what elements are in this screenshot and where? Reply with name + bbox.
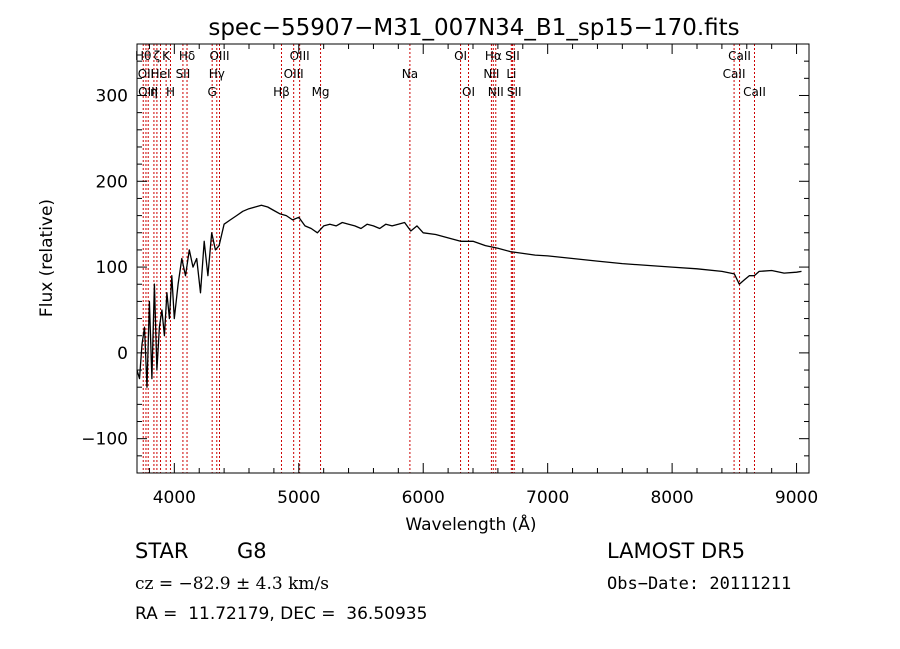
line-label-16: Mg bbox=[312, 85, 330, 99]
line-label-8: SII bbox=[176, 67, 191, 81]
line-label-20: NII bbox=[483, 67, 499, 81]
line-label-3: η bbox=[150, 85, 158, 99]
observation-date: Obs−Date: 20111211 bbox=[607, 574, 792, 594]
plot-frame bbox=[136, 43, 810, 474]
object-class: STAR bbox=[135, 539, 189, 563]
line-label-12: OIII bbox=[209, 49, 229, 63]
x-tick-label-0: 4000 bbox=[153, 488, 196, 508]
flux-series-line-0 bbox=[136, 204, 802, 388]
line-label-27: CaII bbox=[728, 49, 751, 63]
line-label-25: SII bbox=[507, 85, 522, 99]
line-label-15: OIII bbox=[290, 49, 310, 63]
line-label-5: HeI bbox=[151, 67, 171, 81]
line-label-0: Hθ bbox=[135, 49, 151, 63]
line-label-6: K bbox=[162, 49, 171, 63]
line-label-24: SII bbox=[505, 49, 520, 63]
object-subclass: G8 bbox=[237, 539, 267, 563]
line-label-4: ζ bbox=[154, 49, 161, 63]
y-axis-label: Flux (relative) bbox=[37, 199, 57, 317]
x-tick-label-4: 8000 bbox=[650, 488, 693, 508]
line-label-22: NII bbox=[488, 85, 504, 99]
y-tick-label-2: 100 bbox=[96, 258, 128, 278]
line-label-26: CaII bbox=[723, 67, 746, 81]
y-tick-label-4: 300 bbox=[96, 86, 128, 106]
x-tick-label-2: 6000 bbox=[402, 488, 445, 508]
spectral-line-labels: HθOIIOIIIηζHeIKHSIIHδGHγOIIIHβOIIIOIIIMg… bbox=[135, 49, 766, 99]
line-label-17: Na bbox=[402, 67, 418, 81]
line-label-10: G bbox=[208, 85, 217, 99]
line-label-19: OI bbox=[462, 85, 475, 99]
redshift-velocity: cz = −82.9 ± 4.3 km/s bbox=[135, 574, 329, 594]
axis-ticks: 4000 5000 6000 7000 8000 9000 −100 0 100 200 300 bbox=[81, 44, 818, 508]
line-label-14: OIII bbox=[284, 67, 304, 81]
line-label-1: OII bbox=[138, 67, 155, 81]
spectral-line-markers bbox=[142, 44, 755, 473]
x-tick-label-3: 7000 bbox=[526, 488, 569, 508]
line-label-18: OI bbox=[454, 49, 467, 63]
survey-name: LAMOST DR5 bbox=[607, 539, 746, 563]
line-label-9: Hδ bbox=[179, 49, 195, 63]
x-axis-label: Wavelength (Å) bbox=[405, 513, 536, 535]
line-label-13: Hβ bbox=[273, 85, 290, 99]
y-tick-label-3: 200 bbox=[96, 172, 128, 192]
line-label-7: H bbox=[166, 85, 175, 99]
coordinates: RA = 11.72179, DEC = 36.50935 bbox=[135, 604, 428, 624]
line-label-11: Hγ bbox=[209, 67, 225, 81]
line-label-23: Li bbox=[506, 67, 516, 81]
line-label-28: CaII bbox=[743, 85, 766, 99]
flux-series bbox=[136, 204, 802, 388]
x-tick-label-5: 9000 bbox=[775, 488, 818, 508]
y-tick-label-0: −100 bbox=[81, 430, 128, 450]
line-label-21: Hα bbox=[485, 49, 502, 63]
chart-title: spec−55907−M31_007N34_B1_sp15−170.fits bbox=[208, 15, 739, 41]
x-tick-label-1: 5000 bbox=[277, 488, 320, 508]
y-tick-label-1: 0 bbox=[117, 344, 128, 364]
